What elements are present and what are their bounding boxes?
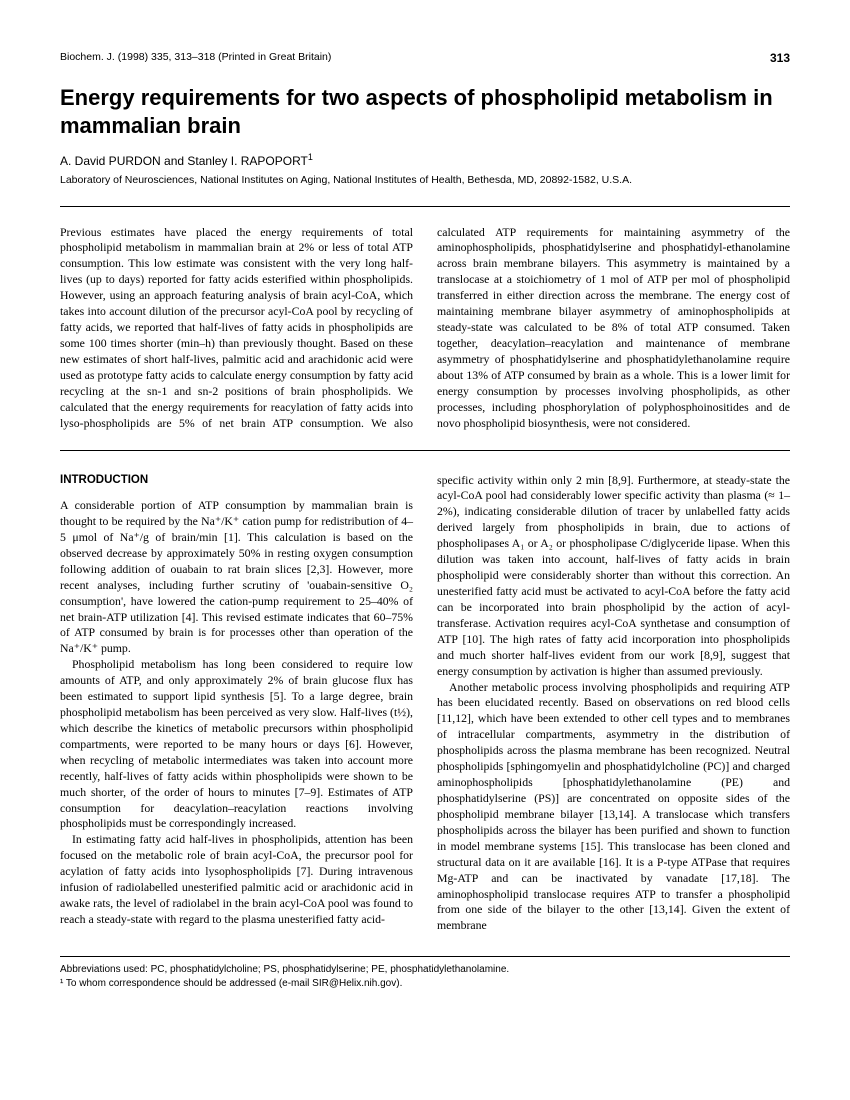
affiliation: Laboratory of Neurosciences, National In… bbox=[60, 173, 790, 187]
abstract-text-2: calculated ATP requirements for maintain… bbox=[437, 225, 790, 430]
abstract-text-1: Previous estimates have placed the energ… bbox=[60, 225, 413, 430]
paragraph-4: specific activity within only 2 min [8,9… bbox=[437, 473, 790, 680]
page-number: 313 bbox=[770, 50, 790, 66]
journal-ref: Biochem. J. (1998) 335, 313–318 (Printed… bbox=[60, 50, 331, 66]
article-title: Energy requirements for two aspects of p… bbox=[60, 84, 790, 139]
paragraph-1: A considerable portion of ATP consumptio… bbox=[60, 498, 413, 657]
abbreviations-note: Abbreviations used: PC, phosphatidylchol… bbox=[60, 963, 790, 977]
running-header: Biochem. J. (1998) 335, 313–318 (Printed… bbox=[60, 50, 790, 66]
footnotes: Abbreviations used: PC, phosphatidylchol… bbox=[60, 956, 790, 991]
correspondence-note: ¹ To whom correspondence should be addre… bbox=[60, 977, 790, 991]
abstract: Previous estimates have placed the energ… bbox=[60, 207, 790, 450]
paragraph-3: In estimating fatty acid half-lives in p… bbox=[60, 832, 413, 928]
section-heading: INTRODUCTION bbox=[60, 473, 413, 489]
body-text: INTRODUCTION A considerable portion of A… bbox=[60, 451, 790, 935]
authors-line: A. David PURDON and Stanley I. RAPOPORT1 bbox=[60, 153, 790, 169]
paragraph-2: Phospholipid metabolism has long been co… bbox=[60, 657, 413, 832]
paragraph-5: Another metabolic process involving phos… bbox=[437, 680, 790, 935]
